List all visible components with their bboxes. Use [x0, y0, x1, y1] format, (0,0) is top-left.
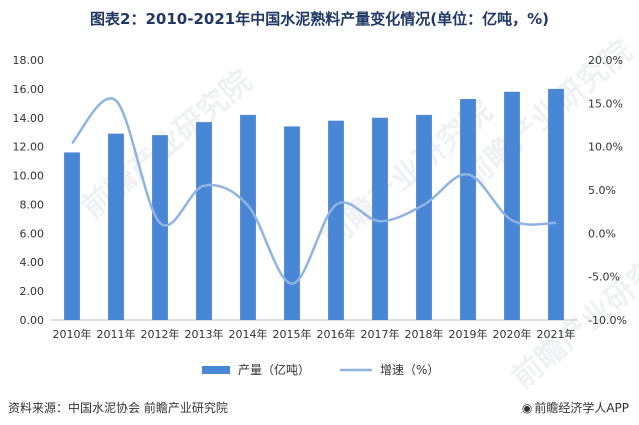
bar [504, 91, 520, 321]
x-tick-label: 2020年 [493, 327, 532, 341]
y-left-tick-label: 14.00 [13, 112, 45, 125]
y-left-tick-label: 12.00 [13, 141, 45, 154]
x-tick-label: 2017年 [361, 327, 400, 341]
bar [548, 88, 564, 320]
chart-title: 图表2：2010-2021年中国水泥熟料产量变化情况(单位：亿吨，%) [90, 10, 549, 28]
legend-swatch-bar [202, 366, 230, 374]
y-right-tick-label: 5.0% [588, 184, 616, 197]
y-right-tick-label: 10.0% [588, 141, 623, 154]
bar [416, 114, 432, 320]
legend-label-bar: 产量（亿吨） [238, 362, 310, 377]
x-tick-label: 2011年 [97, 327, 136, 341]
x-tick-label: 2016年 [317, 327, 356, 341]
bar [240, 114, 256, 320]
bar [108, 133, 124, 320]
source-note: 资料来源：中国水泥协会 前瞻产业研究院 [8, 401, 228, 415]
bar [460, 99, 476, 320]
x-tick-label: 2014年 [229, 327, 268, 341]
x-tick-label: 2021年 [537, 327, 576, 341]
y-left-tick-label: 18.00 [13, 54, 45, 67]
y-left-tick-label: 16.00 [13, 83, 45, 96]
y-left-tick-label: 8.00 [20, 198, 45, 211]
y-right-tick-label: -10.0% [588, 314, 627, 327]
eye-icon: ◉ [521, 401, 533, 415]
y-left-tick-label: 0.00 [20, 314, 45, 327]
bar [152, 135, 168, 320]
growth-line [71, 97, 557, 285]
x-tick-label: 2013年 [185, 327, 224, 341]
y-right-tick-label: 15.0% [588, 97, 623, 110]
y-left-tick-label: 6.00 [20, 227, 45, 240]
bar [196, 122, 212, 320]
x-tick-label: 2010年 [53, 327, 92, 341]
x-tick-label: 2018年 [405, 327, 444, 341]
bar [64, 152, 80, 320]
x-tick-label: 2015年 [273, 327, 312, 341]
bar [284, 126, 300, 320]
x-tick-label: 2012年 [141, 327, 180, 341]
y-right-tick-label: 0.0% [588, 227, 616, 240]
brand-text: 前瞻经济学人APP [534, 401, 629, 415]
bar [328, 120, 344, 321]
y-left-tick-label: 2.00 [20, 285, 45, 298]
bar [372, 117, 388, 321]
y-left-tick-label: 4.00 [20, 256, 45, 269]
x-tick-label: 2019年 [449, 327, 488, 341]
y-right-tick-label: 20.0% [588, 54, 623, 67]
y-left-tick-label: 10.00 [13, 170, 45, 183]
combo-chart: 0.00 2.00 4.00 6.00 8.00 10.00 12.00 14.00 16.00… [13, 54, 627, 377]
legend-label-line: 增速（%） [380, 363, 439, 377]
y-right-tick-label: -5.0% [588, 271, 620, 284]
brand-label: ◉ 前瞻经济学人APP [522, 399, 629, 416]
